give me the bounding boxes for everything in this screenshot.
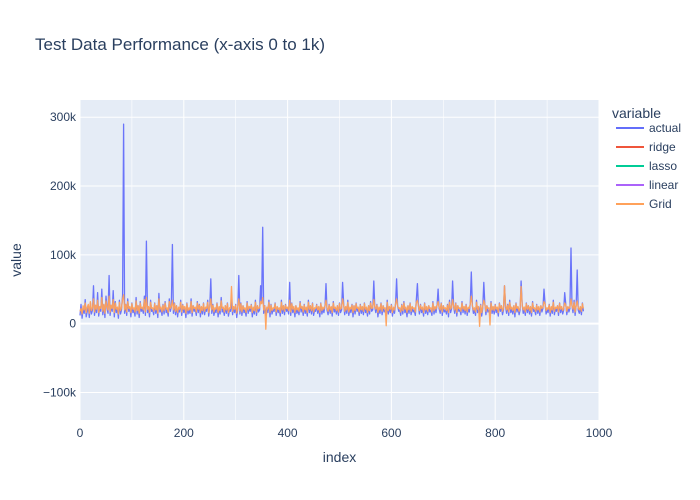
y-axis-ticks: −100k 0 100k 200k 300k	[43, 110, 77, 399]
legend-item-ridge[interactable]: ridge	[649, 140, 676, 154]
legend-item-actual[interactable]: actual	[649, 121, 681, 135]
y-axis-label: value	[8, 243, 24, 277]
x-axis-ticks: 0 200 400 600 800 1000	[77, 426, 613, 440]
x-tick-label: 600	[381, 426, 401, 440]
y-tick-label: 100k	[50, 248, 77, 262]
series-layer	[79, 123, 585, 330]
y-tick-label: 200k	[50, 179, 77, 193]
legend-item-grid[interactable]: Grid	[649, 197, 672, 211]
legend-title: variable	[612, 105, 661, 121]
y-tick-label: 0	[69, 317, 76, 331]
grid	[79, 100, 600, 420]
x-tick-label: 1000	[586, 426, 613, 440]
legend-item-lasso[interactable]: lasso	[649, 159, 677, 173]
y-tick-label: −100k	[43, 385, 77, 399]
series-line-grid	[79, 285, 585, 330]
x-tick-label: 800	[485, 426, 505, 440]
y-tick-label: 300k	[50, 110, 77, 124]
x-axis-label: index	[323, 449, 356, 465]
legend-item-linear[interactable]: linear	[649, 178, 678, 192]
legend: variable actual ridge lasso linear Grid	[612, 105, 681, 211]
x-tick-label: 0	[77, 426, 84, 440]
x-tick-label: 200	[174, 426, 194, 440]
chart-title: Test Data Performance (x-axis 0 to 1k)	[35, 35, 325, 54]
x-tick-label: 400	[278, 426, 298, 440]
